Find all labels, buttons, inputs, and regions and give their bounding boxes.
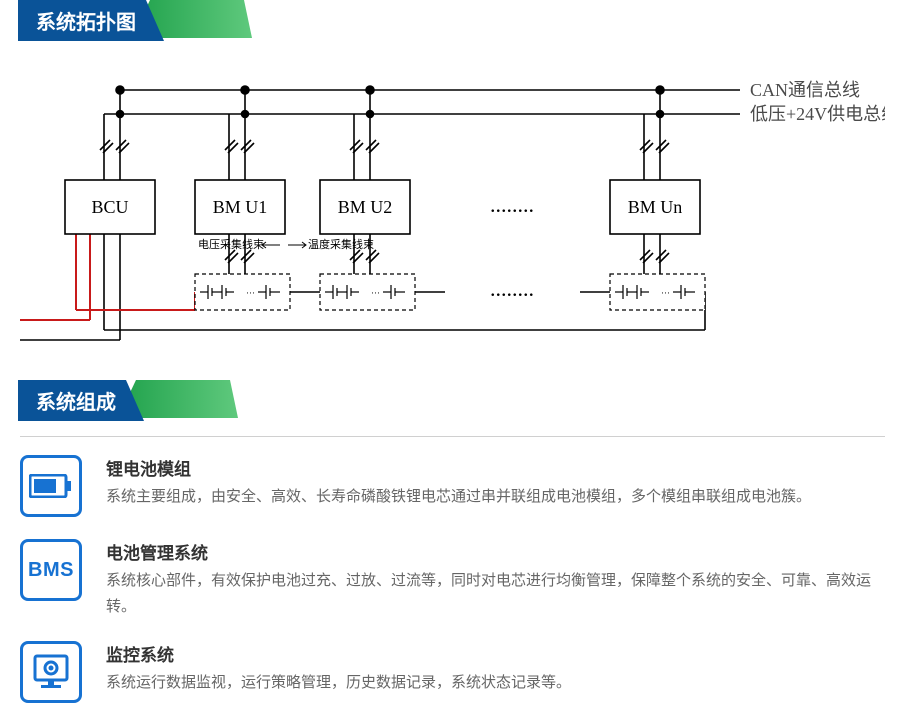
section-header-topology: 系统拓扑图 [0,0,905,38]
feature-body: 锂电池模组 系统主要组成，由安全、高效、长寿命磷酸铁锂电芯通过串并联组成电池模组… [106,455,885,510]
harness-temperature: 温度采集线束 [308,237,374,251]
node-label-bmu2: BM U2 [338,197,393,217]
topology-diagram: ··· ··· ··· ........ . [20,70,885,350]
svg-text:···: ··· [661,288,670,298]
battery-icon [20,455,82,517]
ellipsis-nodes: ........ [490,192,534,217]
feature-desc: 系统主要组成，由安全、高效、长寿命磷酸铁锂电芯通过串并联组成电池模组，多个模组串… [106,484,885,510]
feature-desc: 系统运行数据监视，运行策略管理，历史数据记录，系统状态记录等。 [106,670,885,696]
feature-title: 监控系统 [106,641,885,666]
section-title: 系统组成 [18,380,144,421]
topology-diagram-wrap: ··· ··· ··· ........ . [0,50,905,380]
feature-list: 锂电池模组 系统主要组成，由安全、高效、长寿命磷酸铁锂电芯通过串并联组成电池模组… [0,455,905,703]
feature-row-bms: BMS 电池管理系统 系统核心部件，有效保护电池过充、过放、过流等，同时对电芯进… [20,539,885,619]
feature-body: 电池管理系统 系统核心部件，有效保护电池过充、过放、过流等，同时对电芯进行均衡管… [106,539,885,619]
node-label-bmun: BM Un [628,197,683,217]
feature-title: 锂电池模组 [106,455,885,480]
feature-body: 监控系统 系统运行数据监视，运行策略管理，历史数据记录，系统状态记录等。 [106,641,885,696]
harness-voltage: 电压采集线束 [198,237,264,251]
section-divider [20,436,885,437]
node-label-bcu: BCU [91,197,128,217]
feature-row-monitor: 监控系统 系统运行数据监视，运行策略管理，历史数据记录，系统状态记录等。 [20,641,885,703]
monitor-icon [20,641,82,703]
node-label-bmu1: BM U1 [213,197,268,217]
feature-title: 电池管理系统 [106,539,885,564]
section-title: 系统拓扑图 [18,0,164,41]
feature-row-battery: 锂电池模组 系统主要组成，由安全、高效、长寿命磷酸铁锂电芯通过串并联组成电池模组… [20,455,885,517]
bus-label-power: 低压+24V供电总线 [750,104,885,124]
svg-text:···: ··· [246,288,255,298]
ellipsis-cells: ........ [490,276,534,301]
bus-label-can: CAN通信总线 [750,80,860,100]
bms-icon: BMS [20,539,82,601]
svg-text:···: ··· [371,288,380,298]
section-header-components: 系统组成 [0,380,905,418]
feature-desc: 系统核心部件，有效保护电池过充、过放、过流等，同时对电芯进行均衡管理，保障整个系… [106,568,885,619]
